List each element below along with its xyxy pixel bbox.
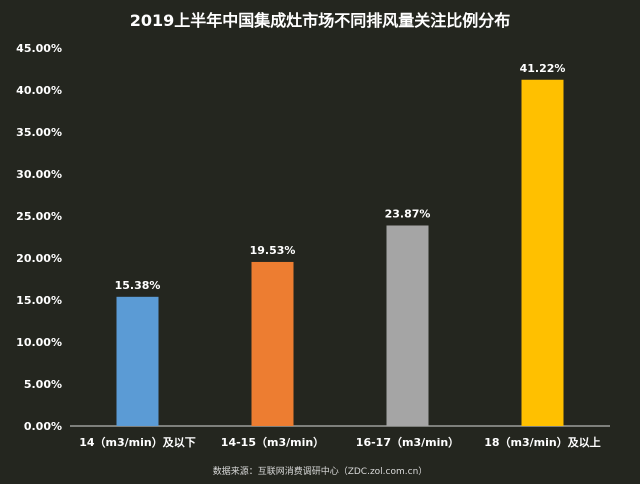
y-tick-label: 20.00% xyxy=(16,252,62,265)
x-tick-label: 14-15（m3/min） xyxy=(221,436,324,449)
y-tick-label: 5.00% xyxy=(24,378,62,391)
x-tick-label: 14（m3/min）及以下 xyxy=(79,436,196,449)
data-label: 41.22% xyxy=(520,62,566,75)
y-tick-label: 0.00% xyxy=(24,420,62,433)
y-tick-label: 45.00% xyxy=(16,42,62,55)
bar xyxy=(521,79,564,426)
y-tick-label: 15.00% xyxy=(16,294,62,307)
y-tick-label: 10.00% xyxy=(16,336,62,349)
bar xyxy=(116,296,159,426)
source-note: 数据来源：互联网消费调研中心（ZDC.zol.com.cn） xyxy=(213,465,428,477)
bar xyxy=(386,225,429,426)
y-tick-label: 40.00% xyxy=(16,84,62,97)
y-tick-label: 35.00% xyxy=(16,126,62,139)
bars: 15.38% 19.53% 23.87% 41.22% xyxy=(115,62,566,426)
y-axis: 0.00% 5.00% 10.00% 15.00% 20.00% 25.00% 30.00%… xyxy=(16,42,62,433)
data-label: 19.53% xyxy=(250,244,296,257)
x-tick-label: 18（m3/min）及以上 xyxy=(484,435,601,449)
x-tick-label: 16-17（m3/min） xyxy=(356,436,459,449)
data-label: 15.38% xyxy=(115,279,161,292)
bar xyxy=(251,261,294,426)
x-axis: 14（m3/min）及以下 14-15（m3/min） 16-17（m3/min） 1… xyxy=(79,435,601,449)
data-label: 23.87% xyxy=(385,207,431,220)
y-tick-label: 30.00% xyxy=(16,168,62,181)
y-tick-label: 25.00% xyxy=(16,210,62,223)
chart-title: 2019上半年中国集成灶市场不同排风量关注比例分布 xyxy=(130,11,511,30)
